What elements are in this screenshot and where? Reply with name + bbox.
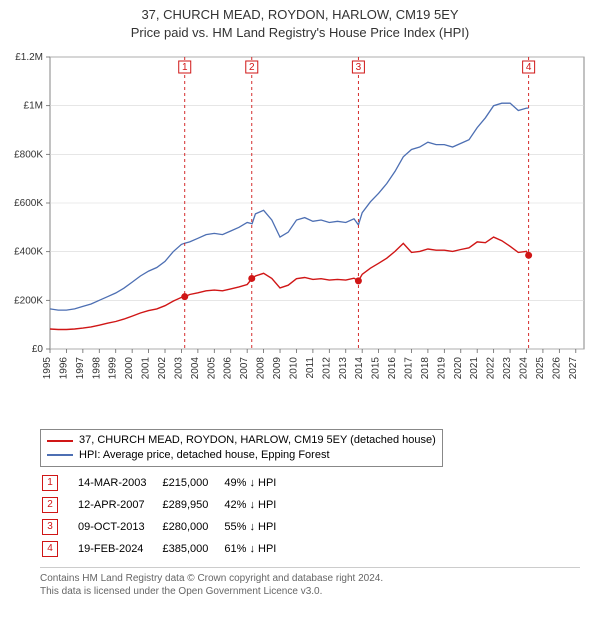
- sale-marker-cell: 3: [42, 517, 76, 537]
- title-address: 37, CHURCH MEAD, ROYDON, HARLOW, CM19 5E…: [0, 6, 600, 24]
- sale-date: 09-OCT-2013: [78, 517, 160, 537]
- svg-text:3: 3: [356, 62, 362, 73]
- sale-pct-hpi: 42% ↓ HPI: [224, 495, 290, 515]
- svg-text:2016: 2016: [387, 357, 398, 380]
- sales-table: 114-MAR-2003£215,00049% ↓ HPI212-APR-200…: [40, 471, 292, 561]
- sale-marker-cell: 4: [42, 539, 76, 559]
- svg-text:2015: 2015: [371, 357, 382, 380]
- sale-marker-cell: 2: [42, 495, 76, 515]
- sales-row: 419-FEB-2024£385,00061% ↓ HPI: [42, 539, 290, 559]
- svg-text:£1M: £1M: [24, 101, 43, 112]
- svg-text:2003: 2003: [173, 357, 184, 380]
- chart-legend: 37, CHURCH MEAD, ROYDON, HARLOW, CM19 5E…: [40, 429, 443, 467]
- chart-plot-area: £0 £200K £400K £600K £800K £1M £1.2M 1995 1996 19…: [0, 43, 600, 423]
- sale-price: £280,000: [162, 517, 222, 537]
- svg-text:2: 2: [249, 62, 255, 73]
- svg-text:2022: 2022: [486, 357, 497, 380]
- legend-item: HPI: Average price, detached house, Eppi…: [47, 448, 436, 463]
- copyright-line1: Contains HM Land Registry data © Crown c…: [40, 572, 580, 586]
- svg-text:2013: 2013: [338, 357, 349, 380]
- chart-title-block: 37, CHURCH MEAD, ROYDON, HARLOW, CM19 5E…: [0, 0, 600, 43]
- svg-text:2008: 2008: [256, 357, 267, 380]
- sale-pct-hpi: 49% ↓ HPI: [224, 473, 290, 493]
- svg-text:2007: 2007: [239, 357, 250, 380]
- svg-text:2021: 2021: [469, 357, 480, 380]
- svg-text:1996: 1996: [58, 357, 69, 380]
- sale-pct-hpi: 61% ↓ HPI: [224, 539, 290, 559]
- svg-text:£400K: £400K: [14, 247, 43, 258]
- svg-text:2019: 2019: [436, 357, 447, 380]
- sales-row: 212-APR-2007£289,95042% ↓ HPI: [42, 495, 290, 515]
- svg-text:2024: 2024: [518, 357, 529, 380]
- legend-label: HPI: Average price, detached house, Eppi…: [79, 448, 330, 463]
- sale-date: 12-APR-2007: [78, 495, 160, 515]
- svg-text:1998: 1998: [91, 357, 102, 380]
- svg-text:2000: 2000: [124, 357, 135, 380]
- sale-date: 19-FEB-2024: [78, 539, 160, 559]
- svg-text:£800K: £800K: [14, 149, 43, 160]
- legend-swatch: [47, 454, 73, 456]
- svg-text:£1.2M: £1.2M: [15, 52, 43, 63]
- legend-label: 37, CHURCH MEAD, ROYDON, HARLOW, CM19 5E…: [79, 433, 436, 448]
- copyright-line2: This data is licensed under the Open Gov…: [40, 585, 580, 599]
- chart-container: { "title": { "line1": "37, CHURCH MEAD, …: [0, 0, 600, 599]
- sale-price: £385,000: [162, 539, 222, 559]
- sale-price: £215,000: [162, 473, 222, 493]
- svg-text:2018: 2018: [420, 357, 431, 380]
- svg-text:2004: 2004: [190, 357, 201, 380]
- legend-swatch: [47, 440, 73, 442]
- svg-text:1: 1: [182, 62, 188, 73]
- svg-text:1995: 1995: [42, 357, 53, 380]
- sale-date: 14-MAR-2003: [78, 473, 160, 493]
- svg-text:2025: 2025: [535, 357, 546, 380]
- svg-text:2012: 2012: [321, 357, 332, 380]
- svg-text:£200K: £200K: [14, 295, 43, 306]
- legend-item: 37, CHURCH MEAD, ROYDON, HARLOW, CM19 5E…: [47, 433, 436, 448]
- copyright-block: Contains HM Land Registry data © Crown c…: [40, 567, 580, 599]
- sales-row: 114-MAR-2003£215,00049% ↓ HPI: [42, 473, 290, 493]
- sale-marker-cell: 1: [42, 473, 76, 493]
- svg-text:2002: 2002: [157, 357, 168, 380]
- svg-text:2001: 2001: [141, 357, 152, 380]
- svg-text:2006: 2006: [223, 357, 234, 380]
- sale-pct-hpi: 55% ↓ HPI: [224, 517, 290, 537]
- chart-svg: £0 £200K £400K £600K £800K £1M £1.2M 1995 1996 19…: [0, 43, 600, 423]
- svg-text:2027: 2027: [568, 357, 579, 380]
- svg-text:2010: 2010: [288, 357, 299, 380]
- sales-row: 309-OCT-2013£280,00055% ↓ HPI: [42, 517, 290, 537]
- svg-text:1997: 1997: [75, 357, 86, 380]
- svg-text:2009: 2009: [272, 357, 283, 380]
- svg-text:2020: 2020: [453, 357, 464, 380]
- svg-text:4: 4: [526, 62, 532, 73]
- svg-text:1999: 1999: [108, 357, 119, 380]
- svg-text:2023: 2023: [502, 357, 513, 380]
- svg-text:2014: 2014: [354, 357, 365, 380]
- sale-price: £289,950: [162, 495, 222, 515]
- svg-text:2011: 2011: [305, 357, 316, 379]
- svg-text:2026: 2026: [551, 357, 562, 380]
- title-subtitle: Price paid vs. HM Land Registry's House …: [0, 24, 600, 42]
- svg-text:2005: 2005: [206, 357, 217, 380]
- svg-text:2017: 2017: [403, 357, 414, 380]
- svg-text:£0: £0: [32, 344, 44, 355]
- svg-text:£600K: £600K: [14, 198, 43, 209]
